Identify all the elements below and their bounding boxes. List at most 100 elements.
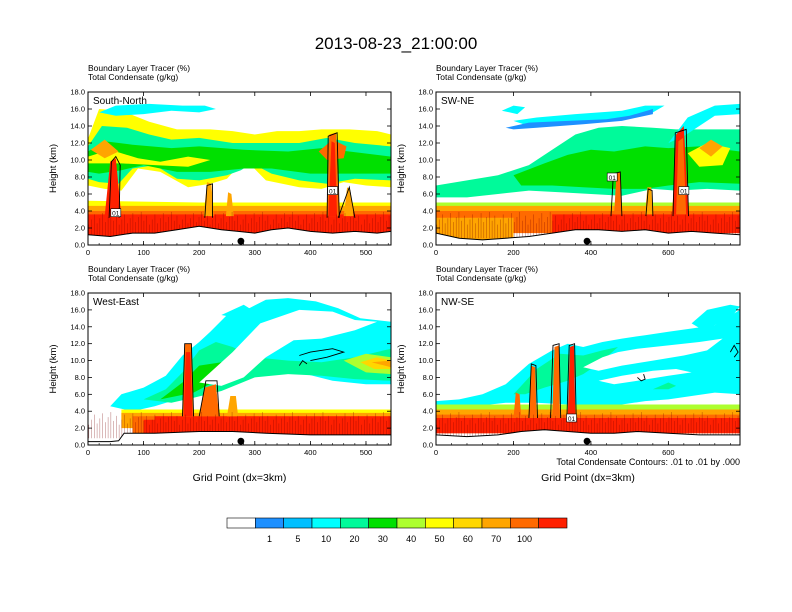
- tracer-fill-region: [104, 158, 122, 217]
- tracer-fill-region: [691, 304, 740, 331]
- condensate-contour: [672, 128, 689, 217]
- y-tick-label: 8.0: [75, 373, 85, 382]
- y-tick-label: 16.0: [418, 305, 433, 314]
- tracer-fill-region: [513, 347, 618, 395]
- tracer-fill-region: [614, 171, 622, 215]
- condensate-contour: [198, 380, 220, 417]
- x-tick-label: 300: [249, 248, 262, 257]
- x-tick-label: 400: [585, 448, 598, 457]
- panel-subtitle: Total Condensate (g/kg): [88, 72, 178, 82]
- y-tick-label: 12.0: [418, 339, 433, 348]
- contour-label-box: [606, 172, 618, 182]
- tracer-fill-region: [505, 109, 653, 130]
- panel-frame: [435, 292, 741, 446]
- y-tick-label: 4.0: [75, 407, 85, 416]
- x-tick-label: 400: [304, 248, 317, 257]
- y-tick-label: 4.0: [75, 207, 85, 216]
- location-marker: [237, 237, 245, 245]
- y-tick-label: 14.0: [418, 122, 433, 131]
- plot-area: [88, 293, 391, 445]
- y-tick-label: 0.0: [423, 241, 433, 250]
- colorbar-label: 10: [321, 534, 331, 544]
- colorbar-label: 5: [295, 534, 300, 544]
- y-tick-label: 14.0: [70, 122, 85, 131]
- condensate-contour: [729, 344, 739, 358]
- colorbar: 1 5 10 20 30 40 50 60 70 100: [226, 517, 568, 544]
- panel-frame: [87, 91, 392, 246]
- condensate-contour: [550, 343, 562, 419]
- tracer-fill-region: [99, 103, 216, 116]
- tracer-fill-region: [552, 214, 740, 234]
- terrain-line: [88, 225, 391, 238]
- y-tick-label: 18.0: [70, 88, 85, 97]
- y-tick-label: 18.0: [418, 88, 433, 97]
- condensate-contour: [108, 155, 121, 218]
- y-tick-label: 10.0: [70, 356, 85, 365]
- y-tick-label: 10.0: [418, 356, 433, 365]
- panel-subtitle: Boundary Layer Tracer (%): [88, 264, 190, 274]
- y-tick-label: 6.0: [423, 190, 433, 199]
- colorbar-label: 60: [463, 534, 473, 544]
- plot-area: 01: [436, 293, 740, 445]
- colorbar-label: 100: [517, 534, 532, 544]
- y-tick-label: 6.0: [75, 190, 85, 199]
- colorbar-box: [481, 517, 511, 529]
- y-tick-label: 10.0: [70, 156, 85, 165]
- x-axis-label: Grid Point (dx=3km): [541, 472, 635, 484]
- condensate-contour: [204, 183, 213, 218]
- condensate-contour: [566, 343, 577, 419]
- x-tick-label: 0: [434, 248, 438, 257]
- condensate-contour: [298, 359, 308, 366]
- x-tick-label: 600: [662, 448, 675, 457]
- y-tick-label: 12.0: [418, 139, 433, 148]
- y-tick-label: 6.0: [423, 390, 433, 399]
- tracer-fill-region: [501, 105, 526, 115]
- colorbar-label: 50: [434, 534, 444, 544]
- texture-lines: [88, 412, 390, 439]
- tracer-fill-region: [88, 214, 391, 237]
- location-marker: [583, 437, 591, 445]
- colorbar-box: [255, 517, 284, 529]
- tracer-fill-region: [436, 217, 514, 242]
- tracer-fill-region: [343, 187, 354, 217]
- colorbar-box: [510, 517, 539, 529]
- contour-label-box: [327, 186, 338, 195]
- location-marker: [237, 437, 245, 445]
- condensate-contour: [337, 185, 356, 218]
- tracer-fill-region: [513, 392, 522, 418]
- y-tick-label: 2.0: [75, 424, 85, 433]
- y-tick-label: 16.0: [418, 105, 433, 114]
- condensate-contour: [645, 188, 654, 217]
- y-axis-label: Height (km): [396, 344, 407, 393]
- y-tick-label: 18.0: [70, 289, 85, 298]
- x-tick-label: 400: [585, 248, 598, 257]
- y-tick-label: 18.0: [418, 289, 433, 298]
- tracer-fill-region: [227, 396, 239, 417]
- contour-label: 01: [680, 189, 688, 196]
- terrain-line: [436, 229, 740, 241]
- panel-subtitle: Boundary Layer Tracer (%): [88, 63, 190, 73]
- panel-name: West-East: [93, 297, 139, 308]
- panel-subtitle: Boundary Layer Tracer (%): [436, 264, 538, 274]
- x-tick-label: 400: [304, 448, 317, 457]
- tracer-fill-region: [203, 182, 214, 217]
- contour-label: 01: [568, 416, 576, 423]
- panel-name: NW-SE: [441, 297, 474, 308]
- y-axis-label: Height (km): [48, 344, 59, 393]
- y-axis-label: Height (km): [48, 144, 59, 193]
- colorbar-label: 70: [491, 534, 501, 544]
- y-tick-label: 14.0: [70, 322, 85, 331]
- contour-label-box: [678, 186, 690, 195]
- location-marker: [583, 237, 591, 245]
- panel-4: 01 0.0 2.0 4.0 6.0 8.0 10.0 12.0 14.0 16.0 18.0 0 20…: [396, 264, 741, 484]
- y-tick-label: 2.0: [423, 424, 433, 433]
- condensate-contour: [528, 363, 538, 419]
- colorbar-box: [311, 517, 341, 529]
- panel-3: 0.0 2.0 4.0 6.0 8.0 10.0 12.0 14.0 16.0 18.0 0 100 2…: [48, 264, 392, 484]
- panel-frame: [87, 292, 392, 446]
- panel-frame: [435, 91, 741, 246]
- y-tick-label: 10.0: [418, 156, 433, 165]
- y-tick-label: 14.0: [418, 322, 433, 331]
- condensate-contour: [182, 343, 195, 417]
